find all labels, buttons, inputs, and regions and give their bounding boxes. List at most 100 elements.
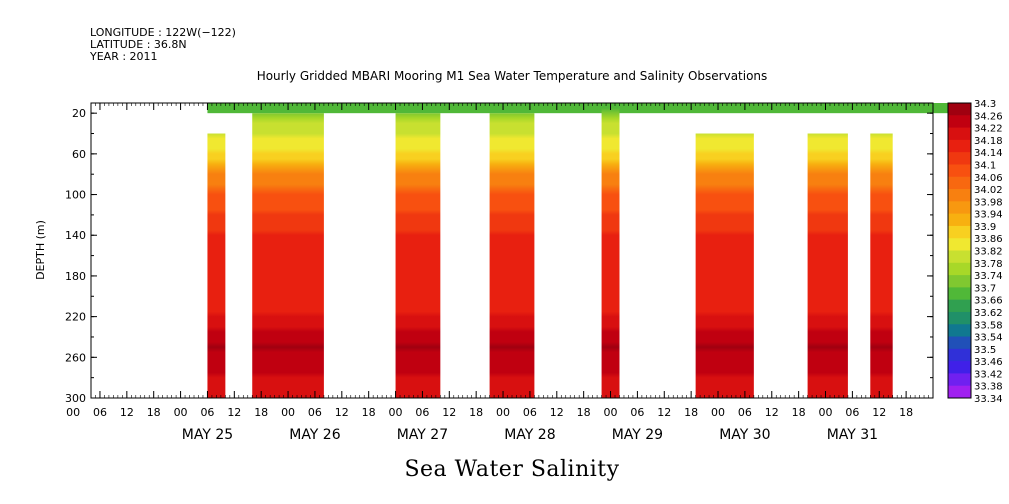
x-tick-label: 00 <box>66 406 80 419</box>
colorbar-label: 33.78 <box>974 259 1003 270</box>
x-day-label: MAY 26 <box>289 427 340 443</box>
colorbar-label: 34.26 <box>974 111 1003 122</box>
colorbar-label: 34.06 <box>974 173 1003 184</box>
colorbar-swatch <box>948 201 971 215</box>
colorbar-label: 33.98 <box>974 197 1003 208</box>
x-tick-label: 00 <box>389 406 403 419</box>
x-tick-label: 00 <box>604 406 618 419</box>
colorbar: 34.334.2634.2234.1834.1434.134.0634.0233… <box>947 99 1003 405</box>
colorbar-label: 33.38 <box>974 382 1003 393</box>
colorbar-swatch <box>948 189 971 202</box>
colorbar-label: 33.86 <box>974 234 1003 245</box>
data-segment <box>601 103 620 398</box>
colorbar-label: 33.9 <box>974 222 996 233</box>
colorbar-label: 33.58 <box>974 320 1003 331</box>
colorbar-label: 33.94 <box>974 210 1003 221</box>
plot-area <box>207 103 960 398</box>
y-tick-label: 220 <box>65 311 86 324</box>
data-segment <box>489 113 535 398</box>
x-tick-label: 18 <box>469 406 483 419</box>
y-tick-label: 180 <box>65 270 86 283</box>
colorbar-label: 33.42 <box>974 369 1003 380</box>
x-tick-label: 12 <box>227 406 241 419</box>
x-tick-label: 06 <box>630 406 644 419</box>
x-tick-label: 06 <box>845 406 859 419</box>
data-segment <box>807 133 848 398</box>
colorbar-swatch <box>948 225 971 239</box>
x-tick-label: 06 <box>93 406 107 419</box>
y-tick-label: 60 <box>72 148 86 161</box>
colorbar-label: 33.66 <box>974 296 1003 307</box>
colorbar-label: 33.82 <box>974 247 1003 258</box>
x-tick-label: 06 <box>200 406 214 419</box>
x-tick-label: 12 <box>872 406 886 419</box>
colorbar-swatch <box>948 115 971 129</box>
x-tick-label: 18 <box>684 406 698 419</box>
year-label: YEAR : 2011 <box>89 50 158 63</box>
x-tick-label: 12 <box>550 406 564 419</box>
y-tick-label: 300 <box>65 392 86 405</box>
colorbar-swatch <box>948 262 971 276</box>
latitude-label: LATITUDE : 36.8N <box>90 38 187 51</box>
x-tick-label: 06 <box>308 406 322 419</box>
x-tick-label: 18 <box>362 406 376 419</box>
x-day-label: MAY 27 <box>397 427 448 443</box>
x-tick-label: 06 <box>415 406 429 419</box>
colorbar-swatch <box>948 103 971 116</box>
colorbar-swatch <box>948 250 971 264</box>
x-day-label: MAY 25 <box>182 427 233 443</box>
colorbar-label: 33.5 <box>974 345 996 356</box>
colorbar-label: 33.74 <box>974 271 1003 282</box>
x-tick-label: 12 <box>765 406 779 419</box>
colorbar-label: 34.18 <box>974 136 1003 147</box>
colorbar-swatch <box>948 299 971 313</box>
x-tick-label: 18 <box>792 406 806 419</box>
colorbar-swatch <box>948 238 971 251</box>
x-tick-label: 00 <box>819 406 833 419</box>
colorbar-label: 34.02 <box>974 185 1003 196</box>
data-segment <box>870 133 893 398</box>
x-tick-label: 06 <box>738 406 752 419</box>
colorbar-swatch <box>948 324 971 338</box>
colorbar-swatch <box>948 373 971 387</box>
x-tick-label: 00 <box>711 406 725 419</box>
colorbar-swatch <box>948 164 971 178</box>
x-tick-label: 00 <box>174 406 188 419</box>
colorbar-swatch <box>948 336 971 350</box>
colorbar-label: 33.46 <box>974 357 1003 368</box>
colorbar-swatch <box>948 127 971 141</box>
x-tick-label: 18 <box>577 406 591 419</box>
x-tick-label: 18 <box>147 406 161 419</box>
colorbar-label: 34.1 <box>974 160 996 171</box>
x-tick-label: 18 <box>254 406 268 419</box>
colorbar-label: 34.14 <box>974 148 1003 159</box>
variable-label: Sea Water Salinity <box>404 457 619 482</box>
colorbar-label: 34.3 <box>974 99 996 110</box>
colorbar-swatch <box>948 275 971 288</box>
x-tick-label: 12 <box>120 406 134 419</box>
colorbar-swatch <box>948 348 971 362</box>
x-tick-label: 00 <box>496 406 510 419</box>
data-segment <box>252 113 324 398</box>
x-tick-label: 12 <box>335 406 349 419</box>
colorbar-label: 33.54 <box>974 333 1003 344</box>
data-segment <box>395 113 441 398</box>
x-tick-label: 18 <box>899 406 913 419</box>
chart-title: Hourly Gridded MBARI Mooring M1 Sea Wate… <box>257 69 768 83</box>
x-day-label: MAY 29 <box>612 427 663 443</box>
x-tick-label: 06 <box>523 406 537 419</box>
colorbar-frame <box>947 102 972 399</box>
data-segment <box>695 133 754 398</box>
data-segment <box>207 133 226 398</box>
y-tick-label: 100 <box>65 189 86 202</box>
x-day-label: MAY 28 <box>504 427 555 443</box>
colorbar-swatch <box>948 385 971 399</box>
colorbar-swatch <box>948 213 971 227</box>
y-tick-label: 260 <box>65 351 86 364</box>
y-tick-label: 20 <box>72 107 86 120</box>
colorbar-swatch <box>948 361 971 374</box>
x-tick-label: 12 <box>442 406 456 419</box>
x-tick-label: 00 <box>281 406 295 419</box>
